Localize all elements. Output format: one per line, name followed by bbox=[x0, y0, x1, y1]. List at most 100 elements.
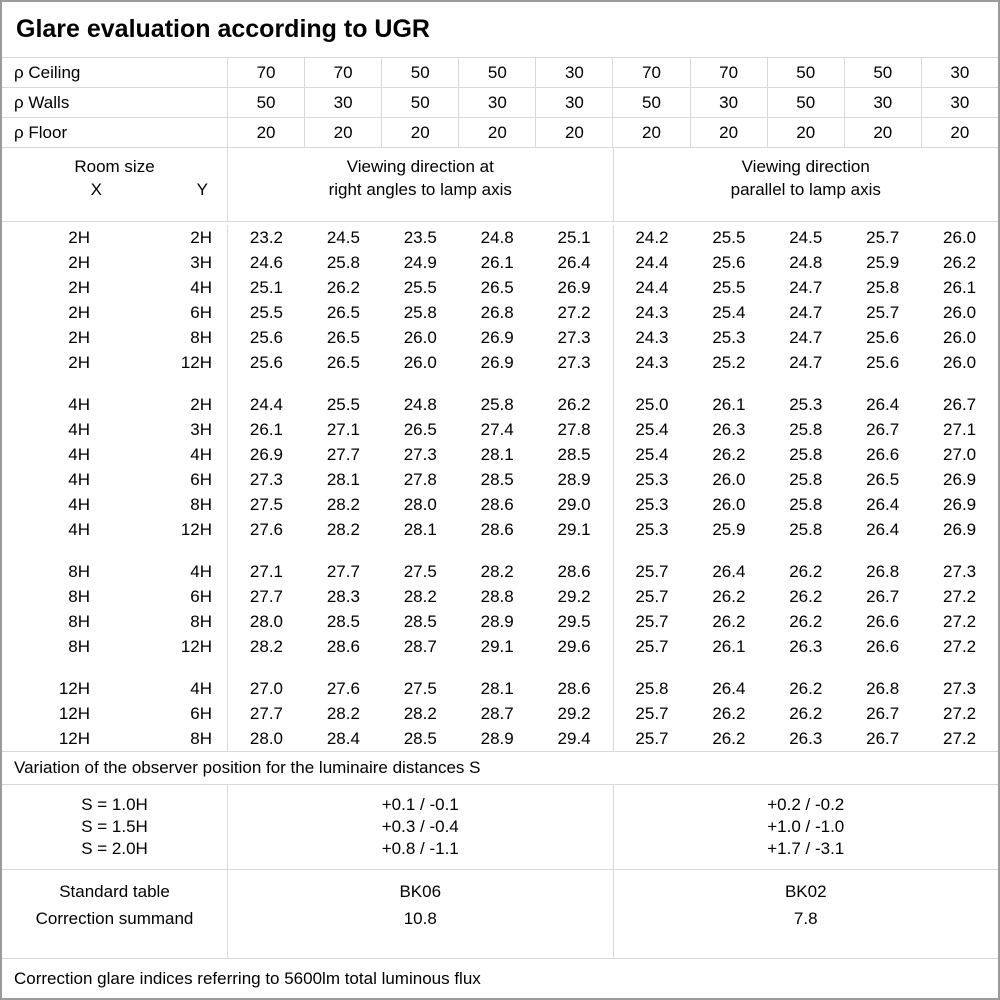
room-size-cell: 4H 3H bbox=[2, 417, 228, 442]
ugr-value: 26.2 bbox=[789, 587, 823, 606]
ugr-value: 26.8 bbox=[866, 562, 900, 581]
ugr-value: 28.0 bbox=[249, 729, 283, 748]
room-size-x: 4H bbox=[68, 420, 90, 439]
spacer-group bbox=[614, 659, 999, 676]
room-size-cell: 8H 6H bbox=[2, 584, 228, 609]
ugr-value: 27.6 bbox=[326, 679, 360, 698]
ugr-value: 29.1 bbox=[557, 520, 591, 539]
parallel-values: 24.2 25.5 24.5 25.7 26.0 bbox=[614, 225, 999, 250]
ugr-value: 28.6 bbox=[557, 679, 591, 698]
ugr-value: 26.6 bbox=[866, 637, 900, 656]
room-size-x: 2H bbox=[68, 353, 90, 372]
variation-note: Variation of the observer position for t… bbox=[14, 758, 481, 777]
ugr-value: 28.6 bbox=[326, 637, 360, 656]
footer-note-row: Correction glare indices referring to 56… bbox=[2, 959, 998, 998]
x-axis-label: X bbox=[90, 180, 102, 199]
right-angles-values: 25.6 26.5 26.0 26.9 27.3 bbox=[228, 325, 614, 350]
room-size-x: 2H bbox=[68, 328, 90, 347]
ugr-row: 2H 4H 25.1 26.2 25.5 26.5 26.9 24.4 25.5 24.7 25.8… bbox=[2, 275, 998, 300]
spacing-label-3: S = 2.0H bbox=[81, 839, 148, 858]
ugr-value: 26.2 bbox=[789, 679, 823, 698]
reflectance-row: ρ Floor 20 20 20 20 20 20 20 20 20 20 bbox=[2, 118, 998, 148]
ugr-value: 26.2 bbox=[712, 729, 746, 748]
room-size-header: Room size X Y bbox=[2, 148, 228, 221]
parallel-values: 25.4 26.2 25.8 26.6 27.0 bbox=[614, 442, 999, 467]
ugr-value: 26.9 bbox=[480, 353, 514, 372]
page-title: Glare evaluation according to UGR bbox=[16, 15, 430, 43]
ugr-value: 27.5 bbox=[403, 679, 437, 698]
ugr-value: 26.5 bbox=[403, 420, 437, 439]
parallel-header-line2: parallel to lamp axis bbox=[730, 180, 881, 199]
ugr-value: 28.2 bbox=[326, 495, 360, 514]
ugr-value: 26.3 bbox=[712, 420, 746, 439]
ugr-value: 26.7 bbox=[866, 587, 900, 606]
room-size-y: 12H bbox=[180, 637, 212, 656]
xy-header-row: X Y bbox=[2, 178, 227, 201]
reflectance-rows: ρ Ceiling 70 70 50 50 30 70 70 50 50 30 ρ Walls 50 30… bbox=[2, 58, 998, 148]
ugr-value: 23.2 bbox=[249, 228, 283, 247]
footer-note: Correction glare indices referring to 56… bbox=[14, 968, 481, 988]
room-size-x: 8H bbox=[68, 637, 90, 656]
ugr-value: 27.1 bbox=[943, 420, 977, 439]
ugr-value: 26.4 bbox=[712, 679, 746, 698]
ugr-value: 25.7 bbox=[635, 704, 669, 723]
ugr-value: 26.7 bbox=[866, 704, 900, 723]
ugr-value: 27.2 bbox=[943, 612, 977, 631]
parallel-values: 25.7 26.2 26.2 26.7 27.2 bbox=[614, 584, 999, 609]
ugr-value: 28.0 bbox=[403, 495, 437, 514]
reflectance-value: 70 bbox=[305, 58, 383, 87]
ugr-value: 27.7 bbox=[249, 704, 283, 723]
room-size-y: 3H bbox=[190, 420, 212, 439]
room-size-cell: 12H 4H bbox=[2, 676, 228, 701]
ugr-value: 28.1 bbox=[480, 445, 514, 464]
parallel-values: 25.7 26.2 26.3 26.7 27.2 bbox=[614, 726, 999, 751]
room-size-cell: 2H 12H bbox=[2, 350, 228, 375]
spacing-value: +0.1 / -0.1 bbox=[381, 795, 459, 814]
ugr-value: 28.5 bbox=[480, 470, 514, 489]
ugr-value: 29.6 bbox=[557, 637, 591, 656]
reflectance-value: 50 bbox=[613, 88, 691, 117]
ugr-value: 27.7 bbox=[326, 562, 360, 581]
ugr-value: 25.3 bbox=[635, 470, 669, 489]
ugr-value: 26.9 bbox=[557, 278, 591, 297]
right-angles-values: 26.1 27.1 26.5 27.4 27.8 bbox=[228, 417, 614, 442]
reflectance-value: 50 bbox=[228, 88, 306, 117]
spacer-label-cell bbox=[2, 659, 228, 676]
reflectance-value: 20 bbox=[305, 118, 383, 147]
reflectance-row-label: ρ Ceiling bbox=[2, 58, 228, 87]
reflectance-value: 30 bbox=[459, 88, 537, 117]
reflectance-value: 30 bbox=[305, 88, 383, 117]
ugr-value: 26.0 bbox=[943, 328, 977, 347]
right-angles-values: 27.7 28.3 28.2 28.8 29.2 bbox=[228, 584, 614, 609]
ugr-value: 26.7 bbox=[943, 395, 977, 414]
right-angles-values: 25.1 26.2 25.5 26.5 26.9 bbox=[228, 275, 614, 300]
ugr-value: 25.4 bbox=[712, 303, 746, 322]
ugr-row: 8H 12H 28.2 28.6 28.7 29.1 29.6 25.7 26.1 26.3 26.… bbox=[2, 634, 998, 659]
room-size-cell: 2H 6H bbox=[2, 300, 228, 325]
room-size-cell: 8H 12H bbox=[2, 634, 228, 659]
ugr-row: 4H 6H 27.3 28.1 27.8 28.5 28.9 25.3 26.0 25.8 26.5… bbox=[2, 467, 998, 492]
ugr-value: 27.3 bbox=[943, 562, 977, 581]
ugr-value: 26.0 bbox=[403, 353, 437, 372]
ugr-value: 28.4 bbox=[326, 729, 360, 748]
ugr-value: 24.2 bbox=[635, 228, 669, 247]
ugr-value: 25.8 bbox=[326, 253, 360, 272]
right-angles-values: 27.6 28.2 28.1 28.6 29.1 bbox=[228, 517, 614, 542]
reflectance-value: 20 bbox=[950, 122, 970, 142]
spacing-label-1: S = 1.0H bbox=[81, 795, 148, 814]
standard-table-label: Standard table bbox=[59, 882, 170, 901]
spacing-value: +0.2 / -0.2 bbox=[767, 795, 845, 814]
ugr-value: 29.4 bbox=[557, 729, 591, 748]
ugr-value: 28.6 bbox=[557, 562, 591, 581]
reflectance-value: 20 bbox=[382, 118, 460, 147]
room-size-x: 8H bbox=[68, 587, 90, 606]
ugr-value: 28.2 bbox=[326, 704, 360, 723]
parallel-values: 24.3 25.3 24.7 25.6 26.0 bbox=[614, 325, 999, 350]
reflectance-value: 50 bbox=[768, 88, 845, 117]
ugr-value: 26.6 bbox=[866, 445, 900, 464]
right-angles-values: 27.3 28.1 27.8 28.5 28.9 bbox=[228, 467, 614, 492]
reflectance-row-label: ρ Walls bbox=[2, 88, 228, 117]
correction-summand-value: 10.8 bbox=[403, 909, 437, 928]
ugr-value: 25.4 bbox=[635, 445, 669, 464]
block-spacer bbox=[2, 542, 998, 559]
